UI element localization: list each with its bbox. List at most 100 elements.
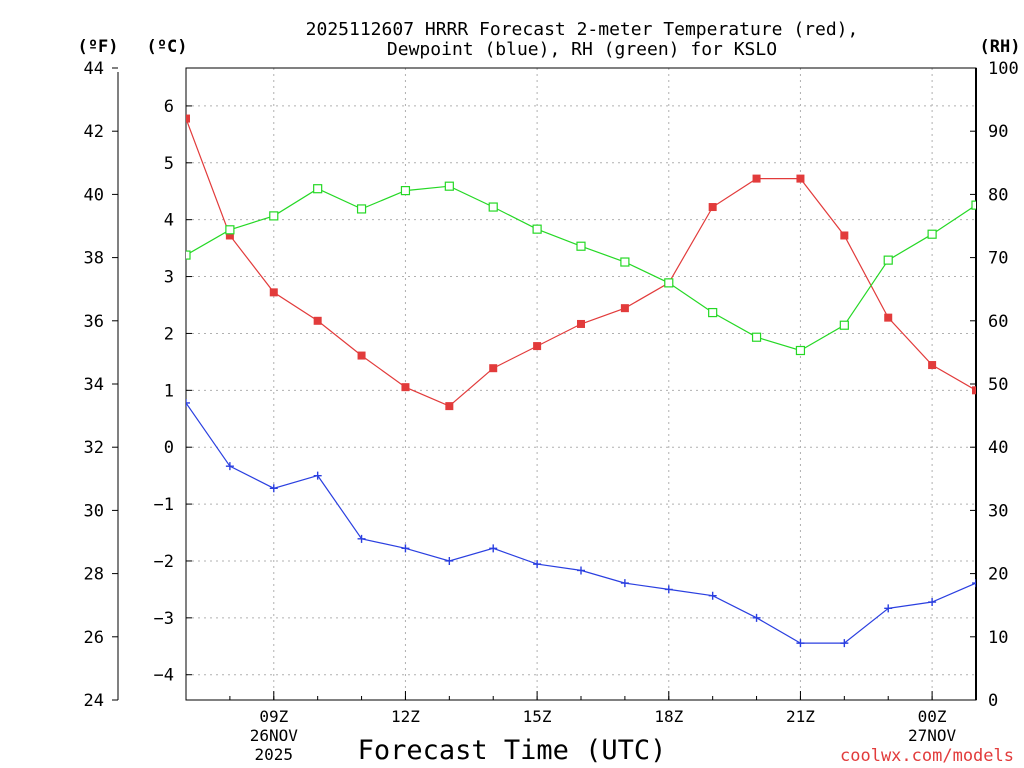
x-tick-date: 27NOV [908, 726, 957, 745]
f-tick-label: 32 [84, 438, 104, 458]
dewpoint-point [489, 544, 498, 553]
c-tick-label: 1 [164, 381, 174, 401]
dewpoint-point [313, 471, 322, 480]
dewpoint-point [708, 591, 717, 600]
rh-tick-label: 90 [988, 122, 1008, 142]
2-meter-temperature-point [620, 304, 629, 313]
grid-lines [186, 68, 976, 700]
c-tick-label: −1 [154, 495, 174, 515]
dewpoint-point [972, 579, 976, 588]
rh-point [620, 257, 630, 267]
rh-axis: 0 10 20 30 40 50 60 70 80 90 100 [970, 59, 1019, 711]
rh-point [400, 186, 411, 196]
f-tick-label: 34 [84, 375, 104, 395]
rh-point [444, 181, 454, 191]
dewpoint-point [796, 639, 805, 648]
2-meter-temperature-point [357, 351, 366, 360]
rh-tick-label: 50 [988, 375, 1008, 395]
x-tick-label: 21Z [786, 707, 815, 726]
2-meter-temperature-point [489, 364, 498, 373]
2-meter-temperature-point [269, 288, 278, 297]
rh-point [927, 229, 937, 239]
dewpoint-point [664, 585, 673, 594]
c-tick-label: 3 [164, 268, 174, 288]
x-axis-title: Forecast Time (UTC) [358, 735, 667, 766]
x-tick-label: 00Z [918, 707, 947, 726]
f-tick-label: 38 [84, 249, 104, 269]
rh-unit-label: (RH) [980, 37, 1021, 57]
plot-area [186, 114, 976, 648]
c-tick-label: 5 [164, 154, 174, 174]
2-meter-temperature-point [445, 402, 454, 411]
dewpoint-point [840, 639, 849, 648]
2-meter-temperature-point [884, 313, 893, 322]
2-meter-temperature-point [186, 114, 190, 123]
dewpoint-point [186, 398, 190, 407]
rh-point [576, 241, 586, 251]
c-tick-label: 2 [164, 324, 174, 344]
rh-point [269, 211, 279, 221]
dewpoint-point [225, 462, 234, 471]
credit-label: coolwx.com/models [840, 746, 1014, 766]
2-meter-temperature-point [577, 319, 585, 328]
x-tick-date: 26NOV [250, 726, 299, 745]
dewpoint-point [577, 566, 585, 575]
2-meter-temperature-point [840, 231, 849, 240]
rh-point [839, 320, 849, 330]
c-tick-label: −2 [154, 552, 174, 572]
rh-point [664, 278, 674, 288]
rh-point [313, 184, 323, 194]
f-tick-label: 26 [84, 628, 104, 648]
dewpoint-point [928, 598, 937, 607]
rh-point [795, 345, 806, 356]
dewpoint-series [186, 398, 976, 648]
dewpoint-point [884, 604, 893, 613]
x-tick-label: 09Z [259, 707, 288, 726]
rh-point [708, 307, 718, 318]
rh-tick-label: 0 [988, 691, 998, 711]
rh-point [971, 200, 976, 210]
c-tick-label: 0 [164, 438, 174, 458]
rh-point [883, 255, 893, 265]
chart-title-line-2: Dewpoint (blue), RH (green) for KSLO [387, 39, 777, 60]
c-tick-label: −3 [154, 609, 174, 629]
dewpoint-point [533, 560, 542, 569]
rh-tick-label: 10 [988, 628, 1008, 648]
rh-point [488, 202, 498, 212]
rh-point [751, 332, 762, 342]
rh-point [532, 224, 542, 234]
f-tick-label: 44 [84, 59, 104, 79]
2-meter-temperature-point [225, 231, 234, 240]
celsius-axis: 6 5 4 3 2 1 0 −1 −2 −3 −4 [154, 97, 192, 686]
dewpoint-point [401, 544, 410, 553]
c-tick-label: 6 [164, 97, 174, 117]
chart-title-line-1: 2025112607 HRRR Forecast 2-meter Tempera… [306, 19, 859, 40]
dewpoint-point [620, 579, 629, 588]
rh-tick-label: 70 [988, 249, 1008, 269]
2-meter-temperature-line [186, 118, 976, 407]
c-tick-label: 4 [164, 211, 174, 231]
f-tick-label: 28 [84, 565, 104, 585]
c-tick-label: −4 [154, 666, 174, 686]
2-meter-temperature-point [796, 174, 805, 183]
rh-tick-label: 80 [988, 185, 1008, 205]
rh-series [186, 181, 976, 356]
f-tick-label: 42 [84, 122, 104, 142]
fahrenheit-axis: 24 26 28 30 32 34 36 38 40 42 44 [84, 59, 118, 711]
rh-tick-label: 100 [988, 59, 1019, 79]
f-tick-label: 40 [84, 185, 104, 205]
rh-tick-label: 30 [988, 501, 1008, 521]
f-tick-label: 36 [84, 312, 104, 332]
dewpoint-point [752, 613, 761, 622]
2-meter-temperature-point [928, 361, 937, 370]
celsius-unit-label: (ºC) [147, 37, 188, 57]
2-meter-temperature-point [401, 383, 410, 392]
2-meter-temperature-series [186, 114, 976, 411]
fahrenheit-unit-label: (ºF) [78, 37, 119, 57]
dewpoint-line [186, 402, 976, 644]
rh-tick-label: 40 [988, 438, 1008, 458]
dewpoint-point [269, 484, 278, 493]
2-meter-temperature-point [708, 203, 717, 212]
